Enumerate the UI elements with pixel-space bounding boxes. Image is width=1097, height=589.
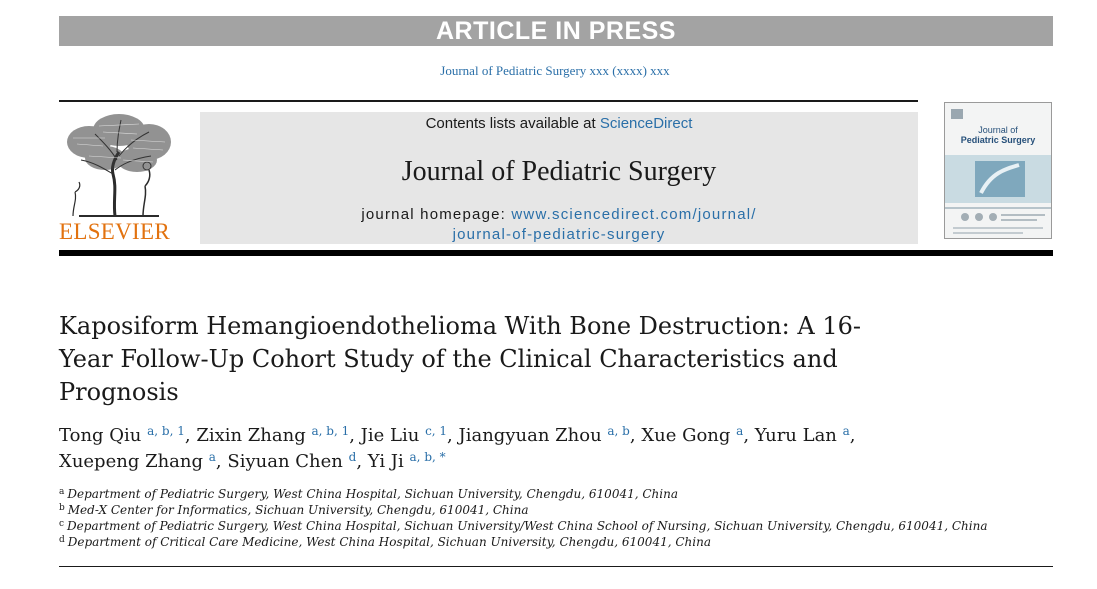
author-separator: ,	[849, 425, 856, 446]
affiliation-key: c	[59, 519, 65, 529]
author-separator: ,	[215, 451, 228, 472]
affiliation-item: a Department of Pediatric Surgery, West C…	[59, 486, 1049, 502]
author-name[interactable]: Jiangyuan Zhou	[458, 425, 602, 446]
author-entry: Xue Gong a,	[641, 425, 754, 446]
author-affiliation-marks[interactable]: a, b, 1	[147, 424, 185, 438]
author-entry: Jiangyuan Zhou a, b,	[459, 425, 642, 446]
author-entry: Yi Ji a, b, *	[368, 451, 446, 472]
affiliation-text: Med-X Center for Informatics, Sichuan Un…	[67, 503, 529, 517]
affiliation-key: b	[59, 503, 65, 513]
homepage-url-line2[interactable]: journal-of-pediatric-surgery	[452, 226, 666, 243]
author-separator: ,	[356, 451, 368, 472]
author-separator: ,	[743, 425, 755, 446]
journal-citation-link[interactable]: Journal of Pediatric Surgery xxx (xxxx) …	[440, 63, 670, 78]
homepage-url-line1[interactable]: www.sciencedirect.com/journal/	[511, 206, 757, 223]
author-name[interactable]: Siyuan Chen	[227, 451, 343, 472]
cover-title-line2: Pediatric Surgery	[960, 135, 1036, 145]
affiliation-key: d	[59, 535, 65, 545]
cover-artwork-icon	[945, 109, 1051, 234]
sciencedirect-link[interactable]: ScienceDirect	[599, 115, 693, 132]
affiliation-text: Department of Pediatric Surgery, West Ch…	[67, 519, 988, 533]
journal-name: Journal of Pediatric Surgery	[401, 156, 717, 187]
author-name[interactable]: Zixin Zhang	[196, 425, 306, 446]
author-entry: Xuepeng Zhang a,	[59, 451, 227, 472]
affiliation-text: Department of Pediatric Surgery, West Ch…	[67, 487, 678, 501]
contents-prefix: Contents lists available at	[425, 115, 600, 132]
author-entry: Zixin Zhang a, b, 1,	[196, 425, 360, 446]
journal-cover-thumbnail[interactable]: Journal of Pediatric Surgery	[944, 102, 1052, 239]
header-top-rule	[59, 100, 918, 102]
author-separator: ,	[349, 425, 361, 446]
author-name[interactable]: Xue Gong	[641, 425, 731, 446]
cover-journal-title: Journal of Pediatric Surgery	[945, 125, 1051, 145]
affiliation-item: b Med-X Center for Informatics, Sichuan U…	[59, 502, 1049, 518]
elsevier-logo[interactable]: ELSEVIER	[59, 112, 175, 244]
homepage-label: journal homepage:	[361, 206, 512, 223]
author-affiliation-marks[interactable]: a	[208, 450, 216, 464]
author-list: Tong Qiu a, b, 1, Zixin Zhang a, b, 1, J…	[59, 423, 939, 475]
front-matter-bottom-rule	[59, 566, 1053, 567]
author-name[interactable]: Tong Qiu	[59, 425, 142, 446]
journal-masthead: Contents lists available at ScienceDirec…	[200, 112, 918, 244]
affiliation-key: a	[59, 487, 65, 497]
author-separator: ,	[447, 425, 459, 446]
affiliation-item: c Department of Pediatric Surgery, West C…	[59, 518, 1049, 534]
publisher-name: ELSEVIER	[59, 219, 170, 244]
author-entry: Siyuan Chen d,	[227, 451, 367, 472]
journal-homepage: journal homepage: www.sciencedirect.com/…	[200, 205, 918, 245]
contents-available-line: Contents lists available at ScienceDirec…	[200, 115, 918, 132]
author-name[interactable]: Yi Ji	[367, 451, 404, 472]
author-name[interactable]: Xuepeng Zhang	[59, 451, 204, 472]
header-thick-rule	[59, 250, 1053, 256]
affiliation-list: a Department of Pediatric Surgery, West C…	[59, 486, 1049, 550]
tree-of-knowledge-icon	[67, 114, 171, 217]
author-affiliation-marks[interactable]: c, 1	[425, 424, 448, 438]
author-separator: ,	[184, 425, 197, 446]
author-name[interactable]: Yuru Lan	[754, 425, 837, 446]
author-affiliation-marks[interactable]: a, b, 1	[311, 424, 350, 438]
author-affiliation-marks[interactable]: a, b	[607, 424, 630, 438]
author-affiliation-marks[interactable]: a	[842, 424, 850, 438]
author-name[interactable]: Jie Liu	[360, 425, 420, 446]
author-separator: ,	[629, 425, 642, 446]
author-entry: Jie Liu c, 1,	[361, 425, 459, 446]
article-title: Kaposiform Hemangioendothelioma With Bon…	[59, 312, 862, 406]
author-affiliation-marks[interactable]: d	[348, 450, 357, 464]
author-affiliation-marks[interactable]: a, b, *	[409, 450, 446, 464]
author-entry: Yuru Lan a,	[755, 425, 856, 446]
cover-title-line1: Journal of	[978, 125, 1018, 135]
author-entry: Tong Qiu a, b, 1,	[59, 425, 196, 446]
affiliation-text: Department of Critical Care Medicine, We…	[67, 535, 711, 549]
affiliation-item: d Department of Critical Care Medicine, W…	[59, 534, 1049, 550]
author-affiliation-marks[interactable]: a	[736, 424, 744, 438]
article-in-press-banner: ARTICLE IN PRESS	[59, 16, 1053, 46]
